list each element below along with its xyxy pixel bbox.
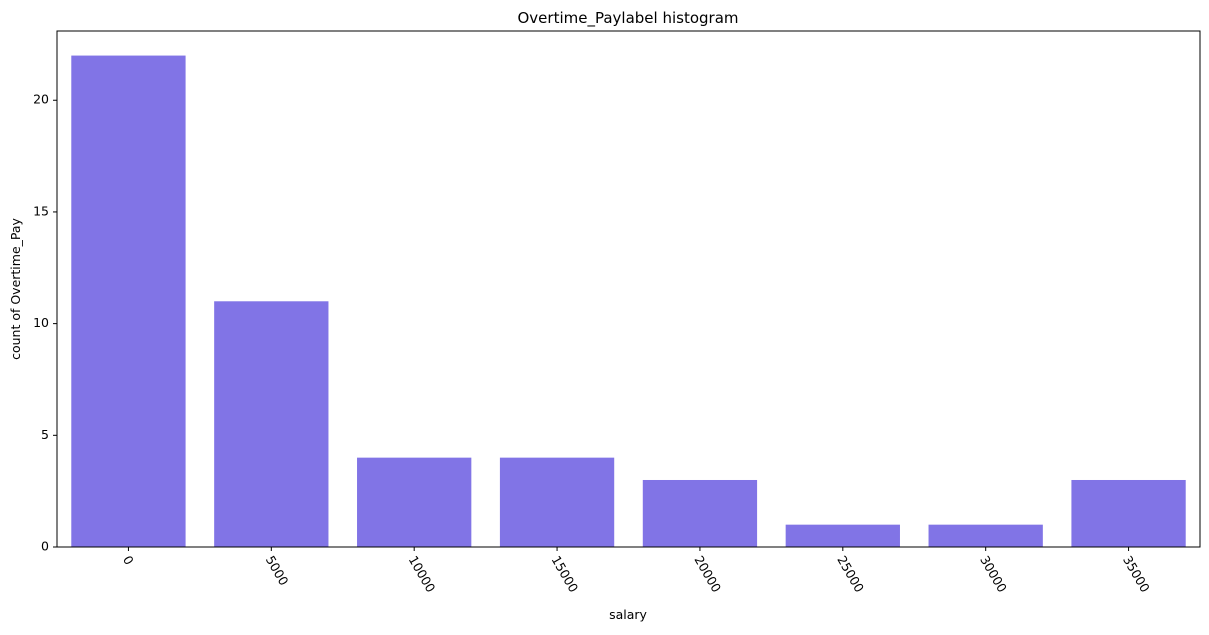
y-tick-label: 0 [41,539,49,554]
bar-15000 [499,457,615,547]
bar-5000 [214,301,329,547]
bar-30000 [928,524,1043,547]
x-axis: 0 5000 10000 15000 20000 25000 30000 35000 [120,547,1153,595]
bar-20000 [642,479,758,547]
chart-title: Overtime_Paylabel histogram [518,9,739,28]
bar-0 [71,55,186,547]
x-tick-label: 35000 [1120,553,1153,595]
bar-25000 [785,524,900,547]
bar-10000 [357,457,472,547]
y-tick-label: 15 [33,203,49,218]
x-axis-title: salary [609,607,647,622]
x-tick-label: 15000 [548,553,581,595]
y-axis-title: count of Overtime_Pay [8,217,23,359]
y-tick-label: 20 [33,92,49,107]
x-tick-label: 20000 [691,553,724,595]
bars-layer [71,55,1186,547]
x-tick-label: 5000 [263,553,292,588]
x-tick-label: 10000 [406,553,439,595]
y-tick-label: 10 [33,315,49,330]
x-tick-label: 0 [120,553,137,567]
bar-35000 [1071,479,1186,547]
x-tick-label: 30000 [977,553,1010,595]
y-tick-label: 5 [41,427,49,442]
plot-frame [56,30,1201,548]
x-tick-label: 25000 [834,553,867,595]
y-axis: 0 5 10 15 20 [33,92,57,554]
